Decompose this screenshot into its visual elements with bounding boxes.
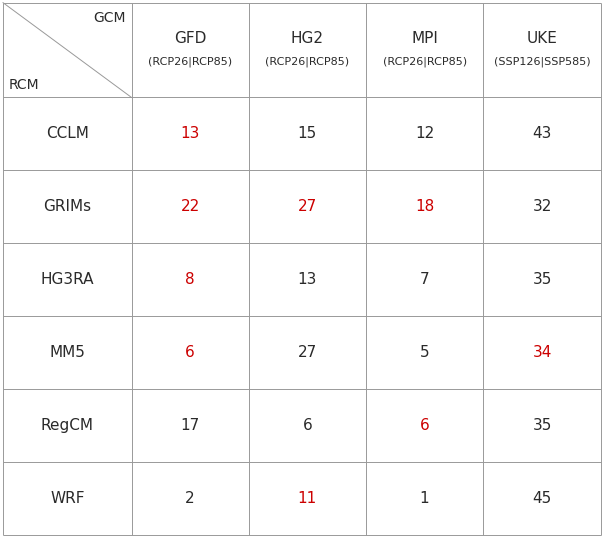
Text: 35: 35: [532, 419, 552, 433]
Text: 15: 15: [298, 126, 317, 141]
Text: UKE: UKE: [527, 31, 557, 46]
Text: 43: 43: [532, 126, 552, 141]
Text: 8: 8: [185, 272, 195, 287]
Text: HG2: HG2: [291, 31, 324, 46]
Text: 7: 7: [420, 272, 429, 287]
Text: (RCP26|RCP85): (RCP26|RCP85): [148, 56, 233, 67]
Text: RegCM: RegCM: [41, 419, 94, 433]
Text: HG3RA: HG3RA: [40, 272, 94, 287]
Text: 12: 12: [415, 126, 434, 141]
Text: MPI: MPI: [411, 31, 438, 46]
Text: 35: 35: [532, 272, 552, 287]
Text: 18: 18: [415, 200, 434, 215]
Text: 32: 32: [532, 200, 552, 215]
Text: 45: 45: [533, 491, 551, 506]
Text: GCM: GCM: [93, 11, 126, 25]
Text: 5: 5: [420, 345, 429, 360]
Text: (RCP26|RCP85): (RCP26|RCP85): [382, 56, 467, 67]
Text: 22: 22: [181, 200, 200, 215]
Text: GRIMs: GRIMs: [43, 200, 91, 215]
Text: 6: 6: [420, 419, 429, 433]
Text: GFD: GFD: [174, 31, 207, 46]
Text: 34: 34: [532, 345, 552, 360]
Text: 6: 6: [185, 345, 195, 360]
Text: 11: 11: [298, 491, 317, 506]
Text: 13: 13: [298, 272, 317, 287]
Text: WRF: WRF: [50, 491, 85, 506]
Text: 13: 13: [181, 126, 200, 141]
Text: (RCP26|RCP85): (RCP26|RCP85): [265, 56, 350, 67]
Text: CCLM: CCLM: [46, 126, 89, 141]
Text: 27: 27: [298, 345, 317, 360]
Text: 6: 6: [303, 419, 312, 433]
Text: RCM: RCM: [9, 78, 40, 92]
Text: (SSP126|SSP585): (SSP126|SSP585): [493, 56, 590, 67]
Text: 27: 27: [298, 200, 317, 215]
Text: 17: 17: [181, 419, 200, 433]
Text: 1: 1: [420, 491, 429, 506]
Text: MM5: MM5: [50, 345, 85, 360]
Text: 2: 2: [185, 491, 195, 506]
